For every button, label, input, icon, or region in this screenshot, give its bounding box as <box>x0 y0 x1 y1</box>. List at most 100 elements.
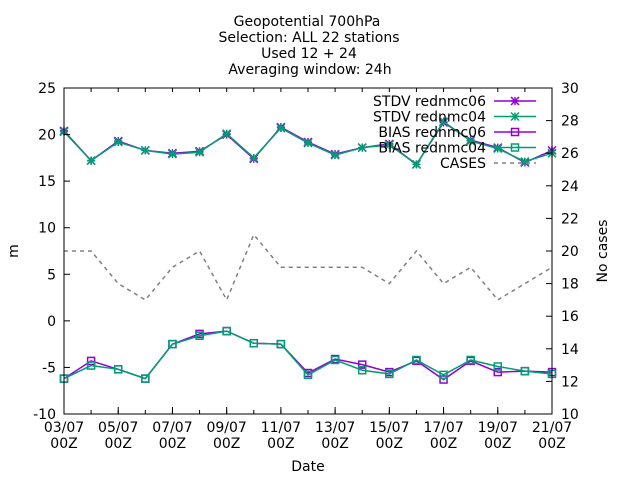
data-point-stroke <box>357 143 367 153</box>
data-point <box>330 150 340 160</box>
data-point <box>493 367 503 377</box>
x-tick-label-date: 07/07 <box>152 420 192 436</box>
y-tick-label: 25 <box>38 81 56 97</box>
x-tick-label-date: 17/07 <box>423 420 463 436</box>
data-point <box>303 370 313 380</box>
data-point <box>466 355 475 365</box>
x-tick-label-hour: 00Z <box>484 436 511 452</box>
y2-tick-label: 26 <box>561 146 579 162</box>
x-tick-label-hour: 00Z <box>538 436 565 452</box>
legend-label: STDV rednmc04 <box>373 110 486 126</box>
x-tick-label-hour: 00Z <box>376 436 403 452</box>
data-point <box>357 360 367 369</box>
data-point <box>141 374 150 383</box>
title-line-3: Used 12 + 24 <box>261 46 357 62</box>
data-point <box>439 117 449 127</box>
data-point-stroke <box>411 159 421 169</box>
title-line-4: Averaging window: 24h <box>228 62 391 78</box>
y2-axis-label: No cases <box>595 220 611 283</box>
data-point <box>140 145 150 155</box>
y2-tick-label: 22 <box>561 211 579 227</box>
data-point-stroke <box>330 150 340 160</box>
x-tick-label-hour: 00Z <box>105 436 132 452</box>
data-point <box>195 331 204 341</box>
y2-tick-label: 20 <box>561 244 579 260</box>
x-tick-label-date: 19/07 <box>478 420 518 436</box>
data-point-stroke <box>249 153 259 163</box>
series-cases <box>64 233 553 302</box>
data-point-stroke <box>466 136 476 146</box>
data-point <box>439 370 448 380</box>
data-point <box>385 369 394 379</box>
data-point <box>113 137 123 147</box>
data-point <box>222 326 231 336</box>
legend-marker <box>510 143 520 152</box>
legend-label: BIAS rednmc06 <box>378 125 486 141</box>
legend-marker-stroke <box>510 96 520 106</box>
data-point <box>330 355 340 365</box>
data-point <box>86 356 96 366</box>
x-axis-label: Date <box>291 459 324 475</box>
y2-tick-label: 14 <box>561 342 579 358</box>
data-point <box>439 375 448 384</box>
y2-tick-label: 30 <box>561 81 579 97</box>
y-tick-label: -10 <box>33 407 56 423</box>
data-point <box>520 157 530 167</box>
data-point-stroke <box>520 157 530 167</box>
data-point-stroke <box>439 117 449 127</box>
data-point <box>222 129 232 139</box>
data-point <box>167 149 177 159</box>
data-point-stroke <box>303 138 313 148</box>
chart-title: Geopotential 700hPa Selection: ALL 22 st… <box>218 14 399 78</box>
legend-marker <box>510 111 520 122</box>
y-tick-label: 10 <box>38 221 56 237</box>
y2-tick-label: 10 <box>561 407 579 423</box>
legend-marker <box>510 127 520 137</box>
data-point <box>113 365 123 374</box>
legend-marker-stroke <box>510 111 520 122</box>
y-tick-label: 0 <box>47 314 56 330</box>
data-point-stroke <box>195 147 205 157</box>
data-point <box>493 362 503 371</box>
data-point <box>86 156 96 166</box>
y2-tick-label: 18 <box>561 277 579 293</box>
data-point <box>276 339 286 349</box>
x-tick-label-date: 11/07 <box>261 420 301 436</box>
data-point <box>357 365 367 375</box>
data-point-stroke <box>140 145 150 155</box>
y2-tick-label: 16 <box>561 309 579 325</box>
data-point <box>276 123 286 133</box>
x-tick-label-date: 15/07 <box>369 420 409 436</box>
x-tick-label-hour: 00Z <box>321 436 348 452</box>
legend-label: CASES <box>440 156 486 172</box>
x-tick-label-date: 09/07 <box>206 420 246 436</box>
y2-tick-label: 24 <box>561 179 579 195</box>
data-point <box>195 147 205 157</box>
x-tick-label-hour: 00Z <box>213 436 240 452</box>
axes-ticks: -10 -5 0 5 10 15 20 25 10 12 14 16 18 20 22 24 26 28 30 03/… <box>33 81 579 452</box>
data-point-stroke <box>276 123 286 133</box>
title-line-1: Geopotential 700hPa <box>234 14 381 30</box>
data-point <box>466 136 476 146</box>
data-point <box>384 140 394 150</box>
data-point <box>249 338 259 348</box>
data-point-stroke <box>113 137 123 147</box>
x-tick-label-hour: 00Z <box>50 436 77 452</box>
series-line <box>64 233 553 302</box>
data-point-stroke <box>167 149 177 159</box>
data-point-stroke <box>222 129 232 139</box>
x-tick-label-date: 05/07 <box>98 420 138 436</box>
series-line <box>63 330 553 381</box>
y-tick-label: 15 <box>38 174 56 190</box>
y-tick-label: 20 <box>38 128 56 144</box>
legend-label: BIAS rednmc04 <box>378 141 486 157</box>
title-line-2: Selection: ALL 22 stations <box>218 30 399 46</box>
data-point <box>493 144 503 154</box>
data-point <box>86 361 96 370</box>
y2-tick-label: 28 <box>561 114 579 130</box>
data-point <box>303 138 313 148</box>
data-point <box>168 339 177 349</box>
data-point <box>249 153 259 163</box>
